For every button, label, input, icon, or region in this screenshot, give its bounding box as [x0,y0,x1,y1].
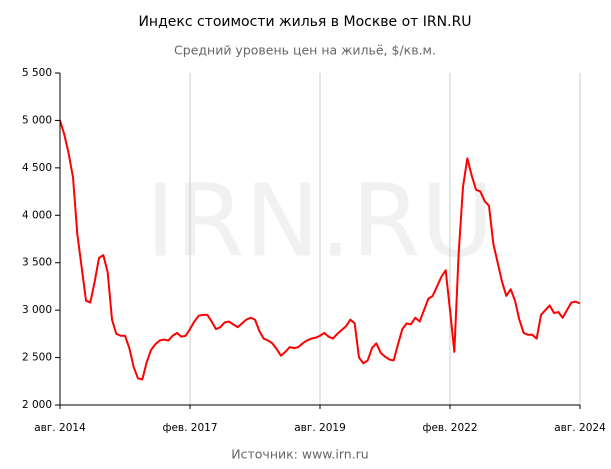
y-tick-label: 5 000 [22,114,52,126]
y-tick-label: 4 500 [22,162,52,174]
x-tick-label: авг. 2024 [554,422,606,434]
x-tick-label: авг. 2019 [294,422,346,434]
y-tick-label: 3 500 [22,257,52,269]
x-tick-label: авг. 2014 [34,422,86,434]
chart-title: Индекс стоимости жилья в Москве от IRN.R… [138,14,471,30]
x-tick-label: фев. 2022 [422,422,477,434]
y-tick-label: 2 000 [22,399,52,411]
y-tick-label: 4 000 [22,209,52,221]
line-series [59,120,581,381]
y-tick-label: 2 500 [22,352,52,364]
x-tick-label: фев. 2017 [162,422,217,434]
y-tick-label: 5 500 [22,67,52,79]
y-tick-label: 3 000 [22,304,52,316]
chart-subtitle: Средний уровень цен на жильё, $/кв.м. [174,43,436,58]
source: Источник: www.irn.ru [231,447,368,462]
